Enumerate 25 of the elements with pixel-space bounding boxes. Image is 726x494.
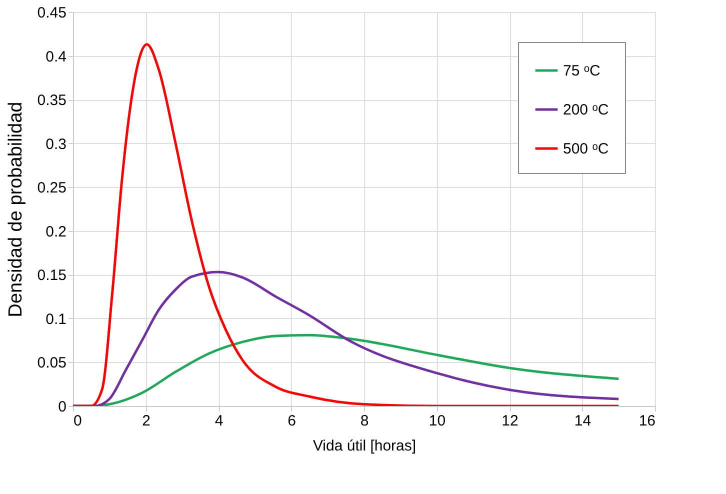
x-tick-label: 14 [574,412,592,430]
x-tick-label: 12 [502,412,518,430]
y-tick-label: 0.2 [46,223,66,240]
x-tick-label: 2 [142,412,150,430]
legend-label: 200 ᵒC [563,102,609,118]
y-tick-label: 0.15 [37,267,66,284]
y-axis-title: Densidad de probabilidad [5,102,26,318]
y-tick-label: 0.45 [37,4,66,22]
legend-label: 75 ᵒC [563,62,601,80]
y-tick-label: 0 [58,398,66,416]
y-tick-label: 0.05 [37,354,66,372]
y-tick-label: 0.3 [46,136,66,153]
y-tick-label: 0.4 [46,48,66,66]
legend-label: 500 ᵒC [563,140,609,158]
y-tick-label: 0.35 [37,92,66,110]
line-series [73,43,620,406]
y-tick-label: 0.25 [37,180,66,197]
x-tick-label: 16 [638,412,656,430]
x-tick-label: 8 [360,412,369,430]
x-tick-label: 10 [428,412,446,430]
x-tick-label: 0 [74,412,82,430]
x-axis-title: Vida útil [horas] [312,438,416,454]
x-tick-label: 4 [214,412,224,430]
y-tick-label: 0.1 [46,310,66,328]
x-tick-label: 6 [288,412,296,430]
